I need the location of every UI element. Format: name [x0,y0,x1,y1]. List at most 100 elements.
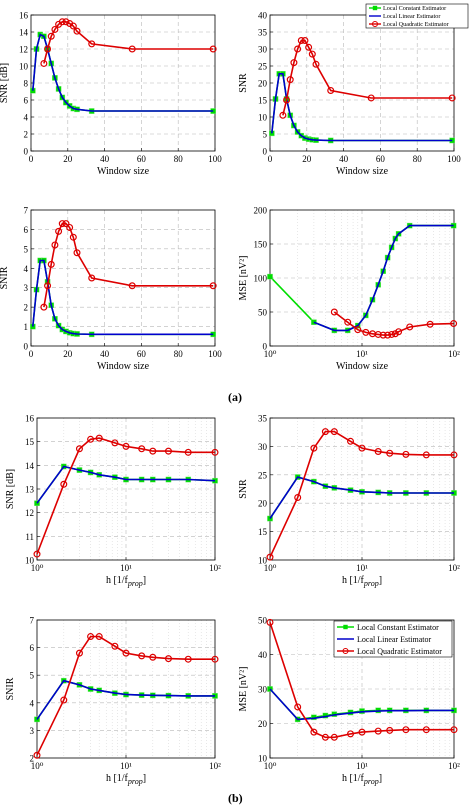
legend-label-linear: Local Linear Estimator [383,13,440,20]
legend-marker-constant [343,624,348,630]
data-point-quadratic [347,437,355,445]
data-point-quadratic [450,451,458,459]
data-point-quadratic [60,696,68,704]
data-point-quadratic [301,36,309,44]
x-tick-label: 100 [208,349,222,359]
series-line-quadratic [43,222,214,308]
x-axis-label: Window size [97,166,150,177]
series-line-linear [269,476,454,519]
y-tick-label: 50 [258,616,268,626]
data-point-quadratic [209,45,217,53]
x-tick-label: 10¹ [120,761,132,771]
data-point-quadratic [347,730,355,738]
data-point-quadratic [122,442,130,450]
y-tick-label: 6 [24,225,29,235]
y-tick-label: 40 [258,650,268,660]
legend-label-constant: Local Constant Estimator [383,5,446,12]
data-point-quadratic [450,320,458,328]
x-tick-label: 10⁰ [31,761,44,771]
data-point-quadratic [294,494,302,502]
data-point-quadratic [310,728,318,736]
data-point-quadratic [111,439,119,447]
chart-a2: 0 5 10 15 20 25 30 35 40 0 20 40 60 80 100 Window size S… [238,3,469,177]
data-point-quadratic [62,220,70,228]
y-tick-label: 4 [24,264,29,274]
data-point-quadratic [47,260,55,268]
y-tick-label: 25 [258,62,268,72]
data-point-quadratic [211,655,219,663]
y-tick-label: 12 [25,508,34,518]
x-tick-label: 80 [413,154,423,164]
y-axis-label: SNR [dB] [5,469,16,509]
x-tick-label: 20 [63,154,73,164]
series-line-linear [32,33,214,112]
y-axis-label: SNIR [0,266,10,289]
legend-label-quadratic: Local Quadratic Estimator [357,647,442,656]
series-linear [36,679,215,720]
data-point-quadratic [128,282,136,290]
data-point-quadratic [73,27,81,35]
series-line-linear [32,259,214,336]
y-axis-label: SNR [dB] [0,63,10,103]
data-point-quadratic [128,45,136,53]
x-tick-label: 60 [137,349,147,359]
y-tick-label: 10 [19,62,29,72]
data-point-quadratic [310,444,318,452]
x-tick-label: 20 [63,349,73,359]
data-point-quadratic [209,282,217,290]
y-tick-label: 1 [24,322,29,332]
series-linear [36,465,216,504]
data-point-quadratic [60,480,68,488]
series-linear [313,224,454,332]
x-tick-label: 10⁰ [264,349,277,359]
x-tick-label: 10¹ [120,563,132,573]
data-point-quadratic [40,59,48,67]
y-tick-label: 10 [25,556,35,566]
y-tick-label: 15 [25,437,35,447]
x-tick-label: 80 [174,349,184,359]
series-linear [32,259,214,336]
x-tick-label: 100 [208,154,222,164]
data-point-quadratic [111,642,119,650]
data-point-quadratic [321,733,329,741]
series-line-quadratic [282,39,453,116]
y-tick-label: 14 [19,28,29,38]
series-linear [271,73,453,142]
y-tick-label: 150 [254,240,268,250]
y-tick-label: 2 [24,130,29,140]
data-point-quadratic [374,448,382,456]
y-axis-label: SNR [238,479,249,499]
y-tick-label: 10 [258,113,268,123]
data-point-quadratic [279,111,287,119]
data-point-quadratic [327,86,335,94]
x-axis-label: Window size [336,361,389,372]
series-line-linear [313,224,454,332]
data-point-quadratic [422,726,430,734]
legend-label-linear: Local Linear Estimator [357,635,432,644]
y-tick-label: 6 [30,643,35,653]
x-tick-label: 40 [100,154,110,164]
x-tick-label: 60 [376,154,386,164]
data-point-quadratic [87,435,95,443]
data-point-quadratic [312,60,320,68]
data-point-quadratic [138,445,146,453]
y-tick-label: 25 [258,470,268,480]
legend-label-constant: Local Constant Estimator [357,623,439,632]
y-tick-label: 4 [24,113,29,123]
data-point-quadratic [294,45,302,53]
data-point-quadratic [164,655,172,663]
chart-b3: 2 3 4 5 6 7 10⁰ 10¹ 10² h [1/fprop] SNIR [5,616,221,787]
data-point-quadratic [374,330,382,338]
y-tick-label: 200 [254,206,268,216]
data-point-quadratic [297,36,305,44]
y-tick-label: 15 [258,96,268,106]
series-line-linear [36,465,216,504]
data-point-quadratic [47,32,55,40]
data-point-quadratic [149,447,157,455]
x-tick-label: 0 [268,154,273,164]
series-quadratic [330,308,458,339]
y-tick-label: 14 [25,461,35,471]
data-point-quadratic [426,320,434,328]
